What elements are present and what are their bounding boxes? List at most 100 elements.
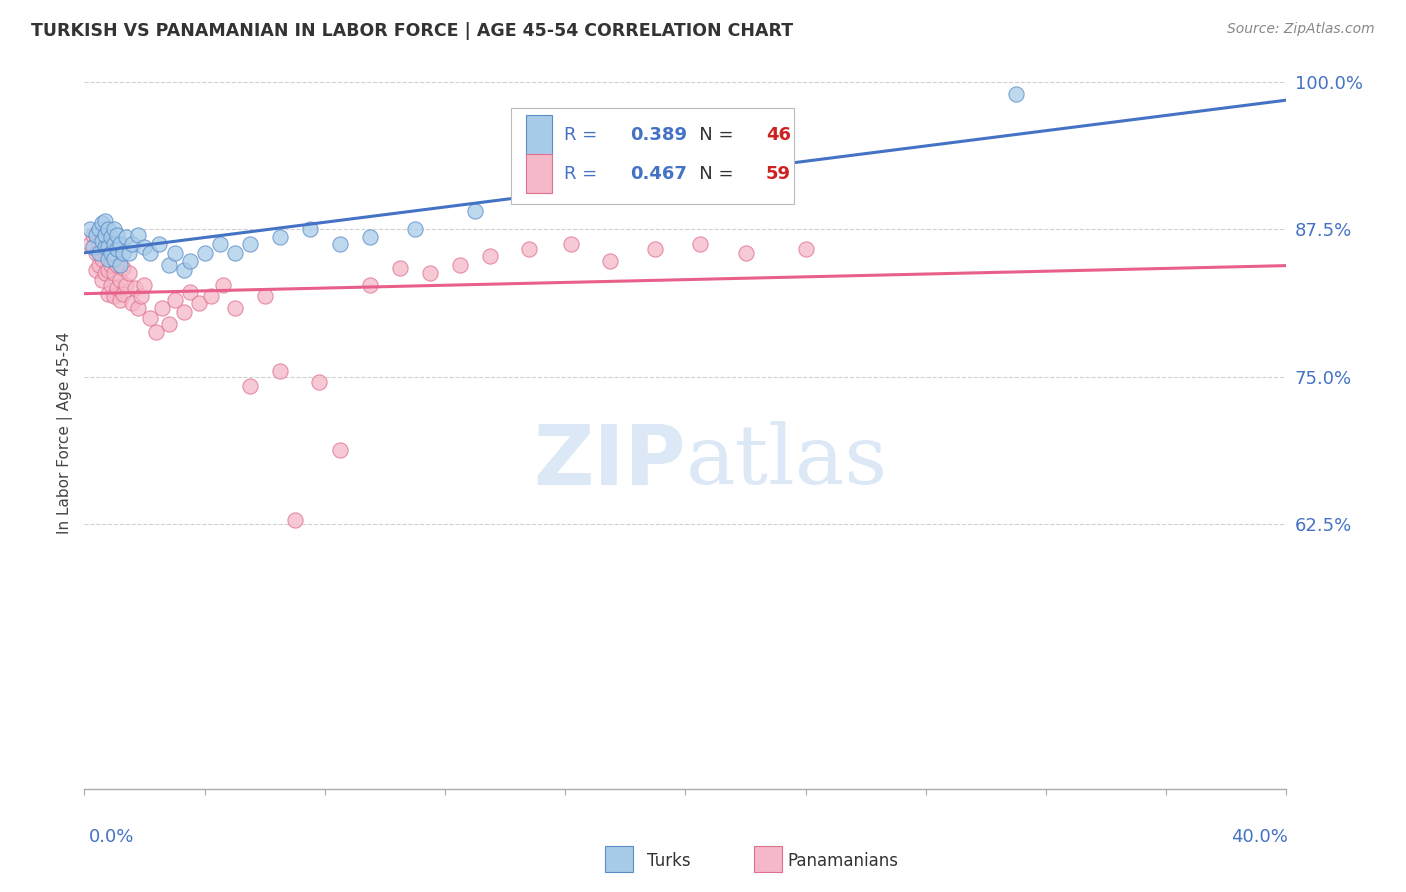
Point <box>253 289 276 303</box>
Point <box>359 277 381 292</box>
Point <box>359 230 381 244</box>
Point <box>94 240 117 254</box>
Point <box>94 214 117 228</box>
Point <box>112 245 135 260</box>
Text: 46: 46 <box>766 126 792 144</box>
Point <box>388 261 411 276</box>
Point <box>298 222 321 236</box>
Point <box>97 287 120 301</box>
Point <box>329 442 352 457</box>
Text: Turks: Turks <box>647 852 690 870</box>
Point <box>118 266 141 280</box>
Point <box>187 296 209 310</box>
Point <box>103 237 125 252</box>
Text: Panamanians: Panamanians <box>787 852 898 870</box>
Point <box>97 237 120 252</box>
FancyBboxPatch shape <box>526 154 553 194</box>
Point <box>211 277 233 292</box>
Text: 59: 59 <box>766 165 792 183</box>
Text: ZIP: ZIP <box>533 421 686 501</box>
Point <box>115 277 138 292</box>
Point <box>97 240 120 254</box>
Point <box>112 287 135 301</box>
Point <box>560 237 582 252</box>
Point <box>599 254 621 268</box>
Point <box>103 252 125 266</box>
Text: 40.0%: 40.0% <box>1232 828 1288 846</box>
Point <box>794 242 817 256</box>
Point <box>110 258 132 272</box>
Point <box>404 222 426 236</box>
Point <box>157 258 180 272</box>
Point <box>449 258 471 272</box>
Point <box>124 281 146 295</box>
Point <box>139 310 162 325</box>
Point <box>689 237 711 252</box>
Point <box>269 364 291 378</box>
Y-axis label: In Labor Force | Age 45-54: In Labor Force | Age 45-54 <box>58 332 73 533</box>
Text: 0.0%: 0.0% <box>89 828 134 846</box>
Point <box>89 222 111 236</box>
Point <box>179 285 201 299</box>
Point <box>107 281 129 295</box>
Point <box>479 249 502 263</box>
Point <box>91 252 114 266</box>
Point <box>131 289 153 303</box>
Point <box>134 277 156 292</box>
Point <box>121 296 143 310</box>
Point <box>145 325 167 339</box>
Text: R =: R = <box>564 126 603 144</box>
Text: TURKISH VS PANAMANIAN IN LABOR FORCE | AGE 45-54 CORRELATION CHART: TURKISH VS PANAMANIAN IN LABOR FORCE | A… <box>31 22 793 40</box>
Point <box>115 230 138 244</box>
Point <box>79 222 101 236</box>
Point <box>89 237 111 252</box>
Point <box>173 263 195 277</box>
Point <box>112 261 135 276</box>
Point <box>239 237 262 252</box>
Point <box>100 258 122 272</box>
Point <box>157 317 180 331</box>
Point <box>94 245 117 260</box>
Point <box>644 242 666 256</box>
Point <box>82 228 104 243</box>
Point <box>224 301 246 315</box>
Point <box>100 230 122 244</box>
Point <box>734 163 756 178</box>
Point <box>86 245 108 260</box>
Point <box>100 245 122 260</box>
FancyBboxPatch shape <box>526 115 553 154</box>
Point <box>419 266 441 280</box>
Point <box>107 228 129 243</box>
Point <box>97 263 120 277</box>
Point <box>200 289 222 303</box>
Text: N =: N = <box>682 165 740 183</box>
Point <box>91 273 114 287</box>
Point <box>269 230 291 244</box>
Point <box>103 289 125 303</box>
Point <box>134 240 156 254</box>
Point <box>173 304 195 318</box>
Point <box>86 263 108 277</box>
Text: atlas: atlas <box>686 421 887 501</box>
Point <box>82 240 104 254</box>
Point <box>89 258 111 272</box>
Text: Source: ZipAtlas.com: Source: ZipAtlas.com <box>1227 22 1375 37</box>
Point <box>107 258 129 272</box>
Point <box>139 245 162 260</box>
Point <box>308 376 330 390</box>
Point <box>329 237 352 252</box>
Point <box>89 245 111 260</box>
Point <box>464 204 486 219</box>
Point <box>107 242 129 256</box>
Point <box>110 273 132 287</box>
Point <box>100 277 122 292</box>
Point <box>239 379 262 393</box>
Text: R =: R = <box>564 165 603 183</box>
Point <box>517 242 540 256</box>
Point <box>179 254 201 268</box>
Point <box>103 222 125 236</box>
Text: 0.389: 0.389 <box>630 126 688 144</box>
Point <box>97 252 120 266</box>
Point <box>79 237 101 252</box>
Point <box>103 266 125 280</box>
